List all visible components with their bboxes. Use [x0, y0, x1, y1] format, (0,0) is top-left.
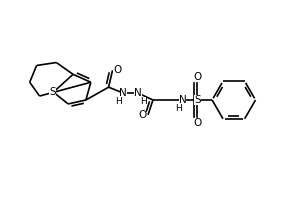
Text: N: N — [134, 88, 142, 98]
Text: O: O — [113, 65, 122, 75]
Text: N: N — [119, 88, 127, 98]
Text: H: H — [175, 104, 182, 113]
Text: O: O — [193, 72, 202, 82]
Text: H: H — [115, 97, 122, 106]
Text: S: S — [194, 95, 201, 105]
Text: O: O — [138, 110, 146, 120]
Text: S: S — [49, 87, 56, 97]
Text: H: H — [140, 97, 146, 106]
Text: O: O — [193, 118, 202, 128]
Text: N: N — [179, 95, 186, 105]
